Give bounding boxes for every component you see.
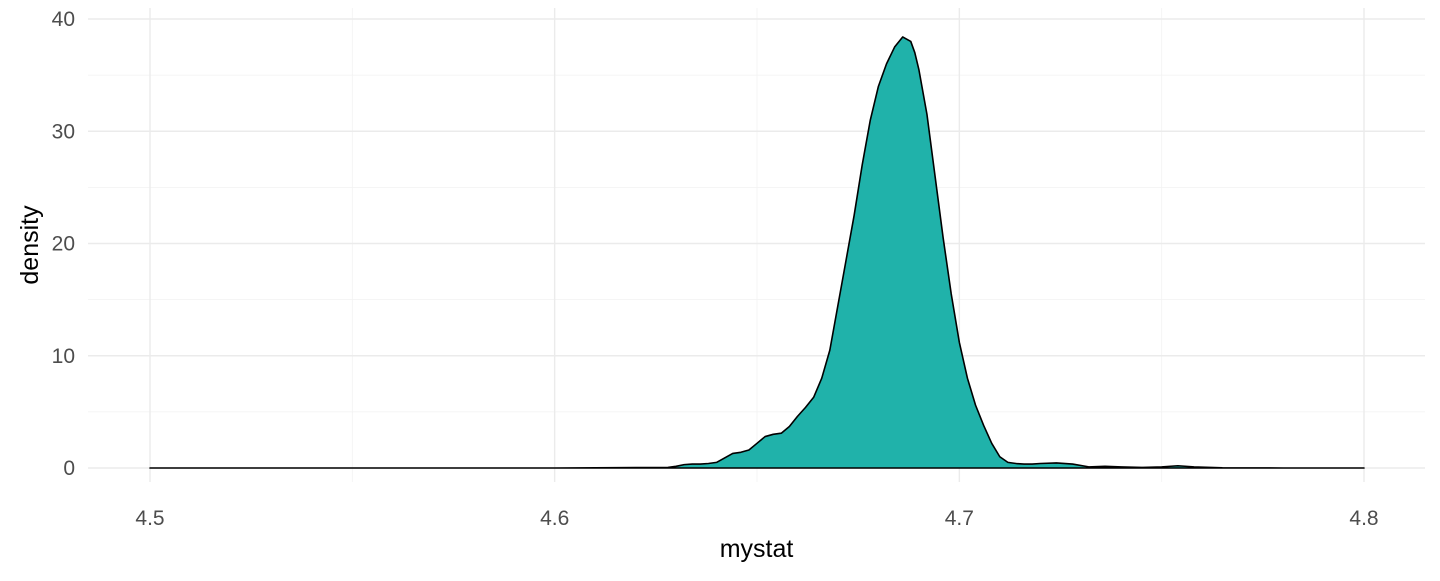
y-tick-label: 10 xyxy=(52,345,75,368)
x-axis-title: mystat xyxy=(720,535,794,563)
density-outline xyxy=(149,36,1365,469)
y-tick-label: 0 xyxy=(63,457,75,480)
x-tick-label: 4.5 xyxy=(135,507,164,530)
y-axis-ticks: 0 10 20 30 40 xyxy=(52,8,75,480)
grid xyxy=(88,8,1425,482)
density-area-layer xyxy=(149,36,1365,469)
x-axis-ticks: 4.5 4.6 4.7 4.8 xyxy=(135,507,1378,530)
y-tick-label: 40 xyxy=(52,8,75,31)
y-tick-label: 30 xyxy=(52,120,75,143)
x-tick-label: 4.7 xyxy=(945,507,974,530)
y-axis-title: density xyxy=(16,205,44,285)
y-tick-label: 20 xyxy=(52,233,75,256)
x-tick-label: 4.8 xyxy=(1349,507,1378,530)
x-tick-label: 4.6 xyxy=(540,507,569,530)
